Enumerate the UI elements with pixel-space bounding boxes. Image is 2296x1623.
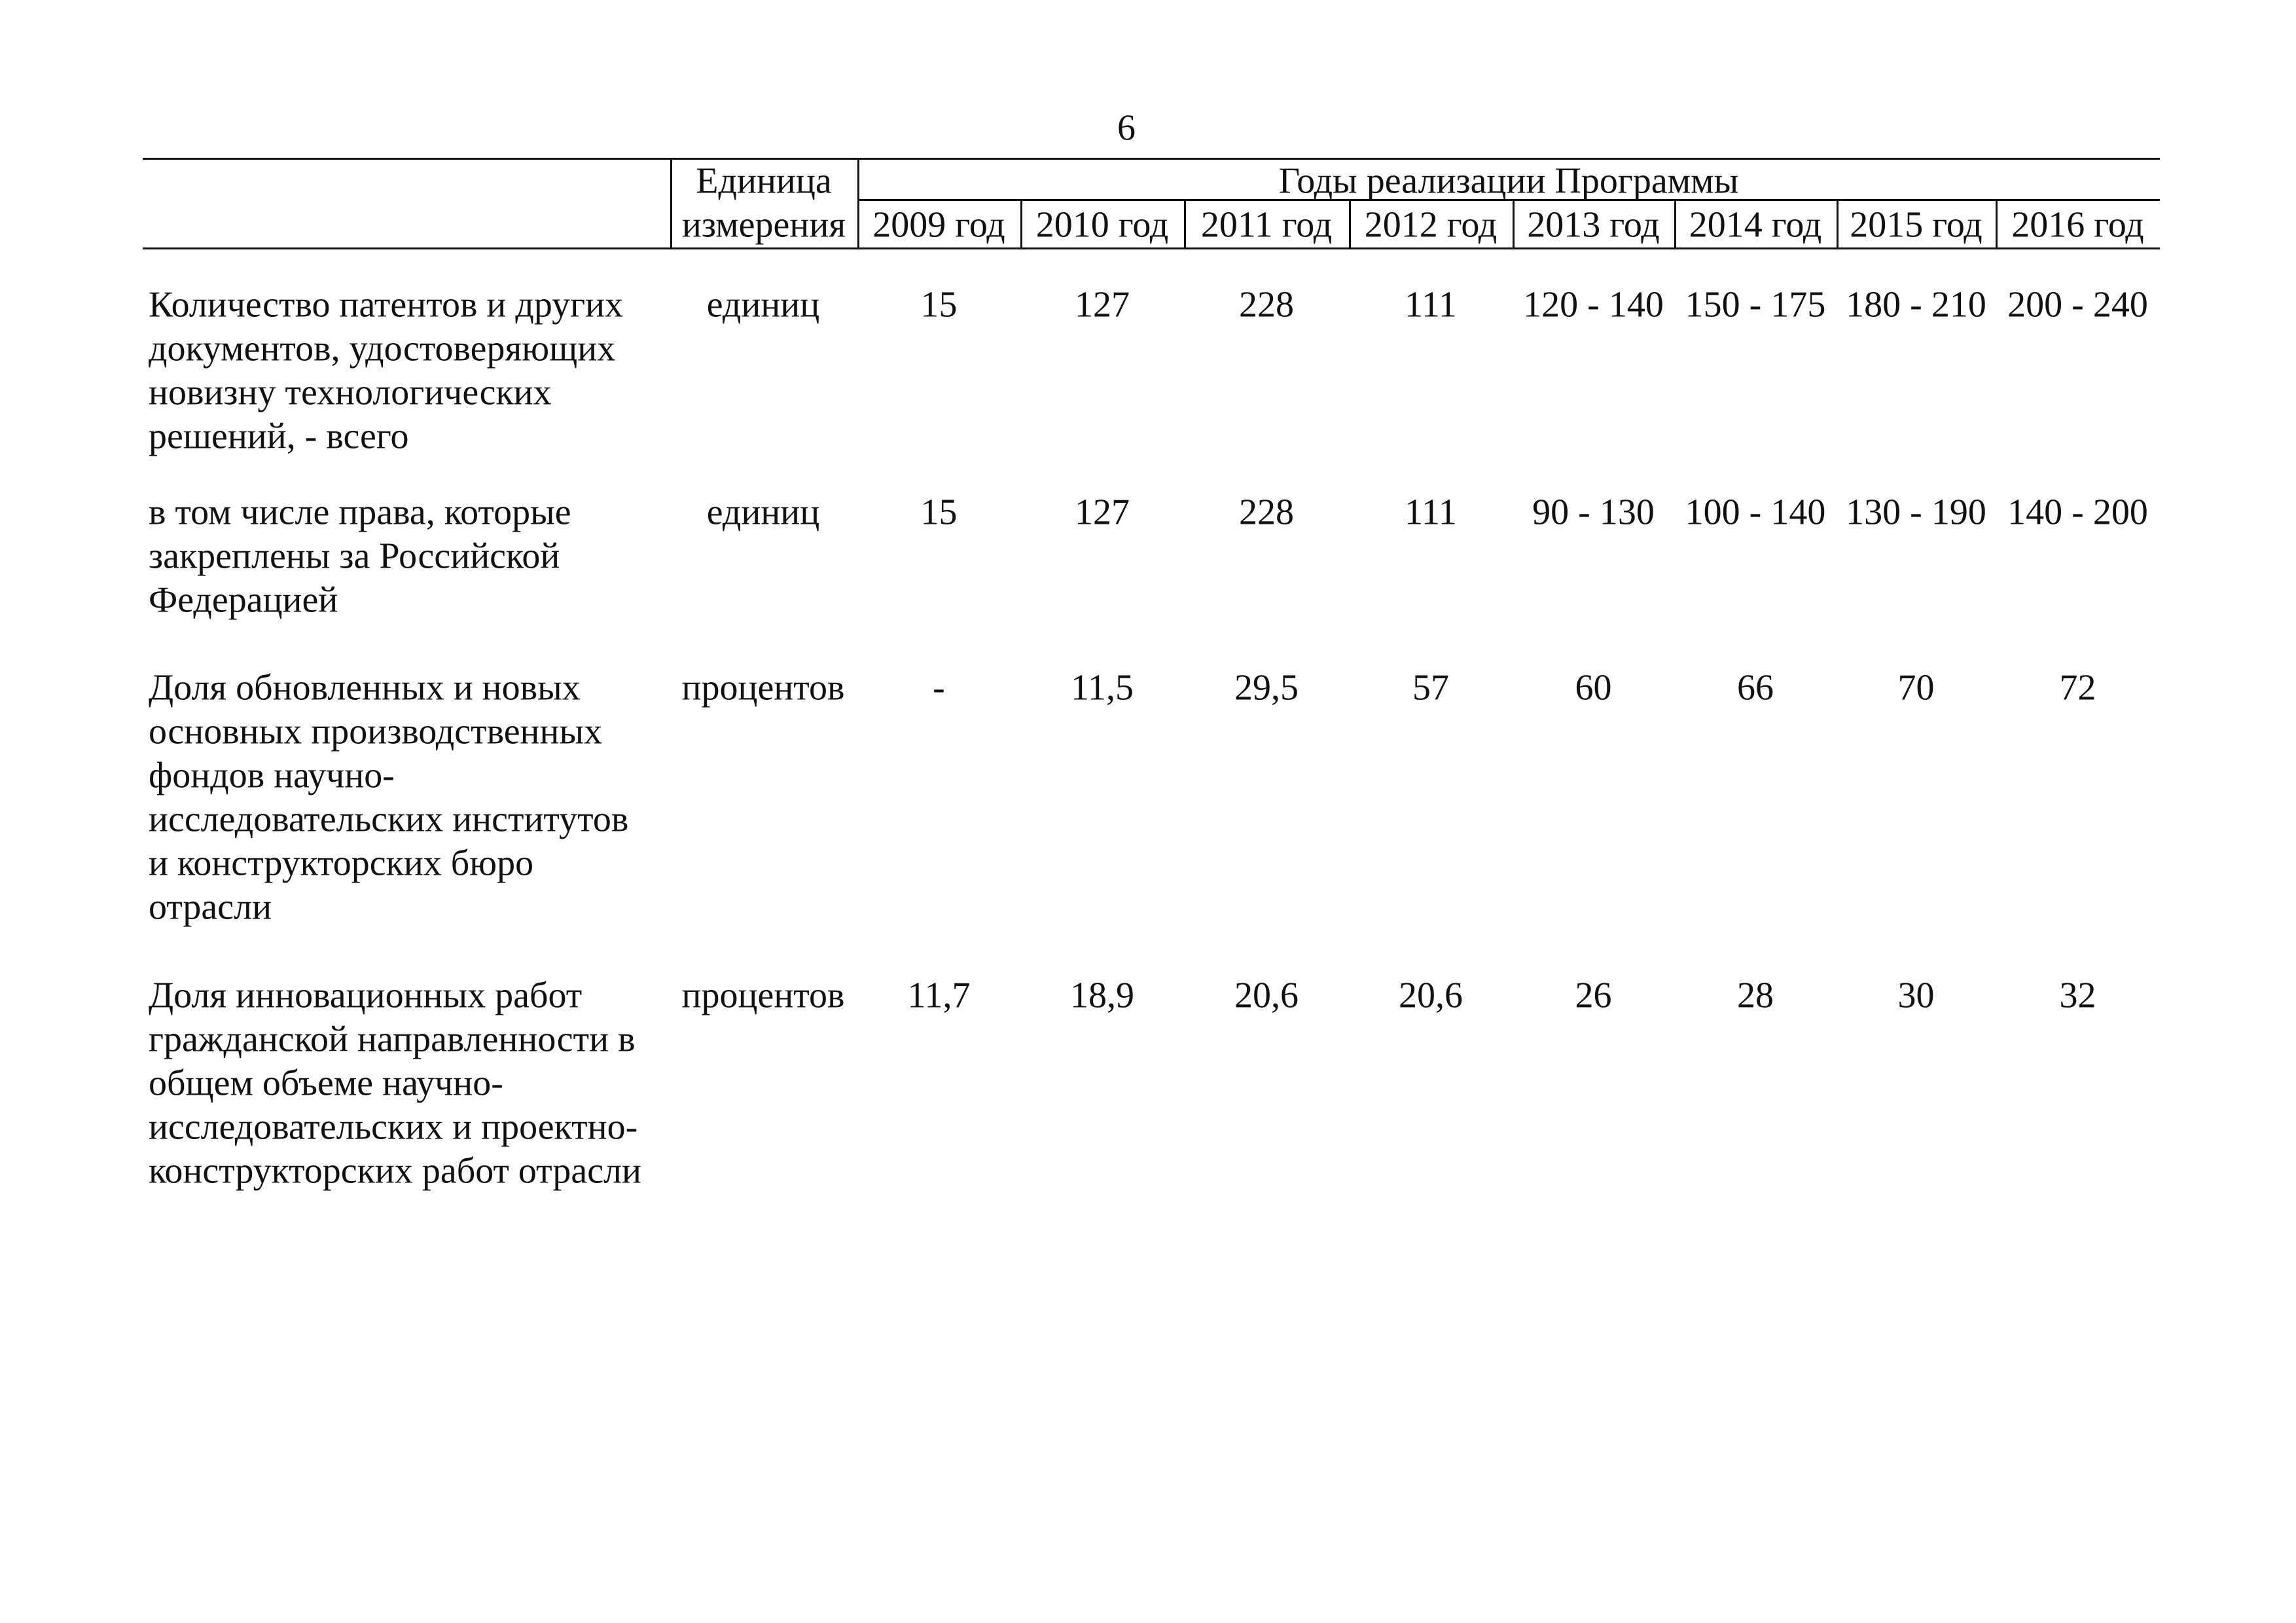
year-header: 2011 год <box>1200 204 1333 246</box>
value-cell: 111 <box>1405 492 1457 533</box>
unit-header: Единица <box>696 160 832 202</box>
value-cell: 72 <box>2059 667 2096 708</box>
row-label: фондов научно- <box>149 755 395 796</box>
unit-cell: процентов <box>681 975 845 1016</box>
rule <box>857 158 859 247</box>
unit-cell: процентов <box>681 667 845 708</box>
value-cell: 200 - 240 <box>2007 284 2148 325</box>
value-cell: 120 - 140 <box>1523 284 1664 325</box>
row-label: исследовательских и проектно- <box>149 1106 638 1148</box>
value-cell: 70 <box>1897 667 1935 708</box>
row-label: документов, удостоверяющих <box>149 328 616 369</box>
row-label: закреплены за Российской <box>149 536 560 577</box>
value-cell: 15 <box>920 492 958 533</box>
row-label: решений, - всего <box>149 416 409 457</box>
rule <box>1837 199 1839 247</box>
unit-header: измерения <box>681 204 846 246</box>
value-cell: 32 <box>2059 975 2096 1016</box>
row-label: и конструкторских бюро <box>149 843 534 884</box>
row-label: отрасли <box>149 886 272 928</box>
rule <box>1674 199 1676 247</box>
value-cell: 127 <box>1075 284 1130 325</box>
value-cell: 60 <box>1575 667 1612 708</box>
row-label: новизну технологических <box>149 372 552 413</box>
years-title: Годы реализации Программы <box>1278 160 1739 202</box>
year-header: 2013 год <box>1527 204 1660 246</box>
row-label: в том числе права, которые <box>149 492 571 533</box>
row-label: Количество патентов и других <box>149 284 624 325</box>
value-cell: 29,5 <box>1234 667 1299 708</box>
value-cell: 180 - 210 <box>1846 284 1986 325</box>
value-cell: 100 - 140 <box>1685 492 1826 533</box>
rule <box>1020 199 1022 247</box>
value-cell: 11,7 <box>907 975 971 1016</box>
rule <box>1349 199 1351 247</box>
row-label: Доля обновленных и новых <box>149 667 581 708</box>
value-cell: 28 <box>1737 975 1774 1016</box>
value-cell: 20,6 <box>1399 975 1463 1016</box>
rule <box>670 158 672 247</box>
value-cell: 66 <box>1737 667 1774 708</box>
value-cell: 228 <box>1239 284 1294 325</box>
value-cell: - <box>933 667 945 708</box>
value-cell: 130 - 190 <box>1846 492 1986 533</box>
value-cell: 30 <box>1897 975 1935 1016</box>
rule <box>1513 199 1515 247</box>
value-cell: 90 - 130 <box>1532 492 1655 533</box>
year-header: 2014 год <box>1689 204 1822 246</box>
row-label: Доля инновационных работ <box>149 975 583 1016</box>
rule <box>857 199 2160 201</box>
value-cell: 57 <box>1412 667 1449 708</box>
unit-cell: единиц <box>706 492 820 533</box>
year-header: 2016 год <box>2011 204 2144 246</box>
rule <box>143 247 2160 249</box>
value-cell: 150 - 175 <box>1685 284 1826 325</box>
value-cell: 11,5 <box>1071 667 1134 708</box>
rule <box>1184 199 1186 247</box>
value-cell: 111 <box>1405 284 1457 325</box>
value-cell: 15 <box>920 284 958 325</box>
value-cell: 127 <box>1075 492 1130 533</box>
rule <box>1996 199 1998 247</box>
year-header: 2010 год <box>1035 204 1169 246</box>
row-label: конструкторских работ отрасли <box>149 1150 641 1192</box>
row-label: Федерацией <box>149 579 338 621</box>
row-label: основных производственных <box>149 711 603 752</box>
value-cell: 20,6 <box>1234 975 1299 1016</box>
row-label: гражданской направленности в <box>149 1019 636 1060</box>
row-label: общем объеме научно- <box>149 1063 503 1104</box>
rule <box>143 158 2160 160</box>
row-label: исследовательских институтов <box>149 799 629 840</box>
unit-cell: единиц <box>706 284 820 325</box>
year-header: 2012 год <box>1364 204 1498 246</box>
year-header: 2015 год <box>1850 204 1982 246</box>
value-cell: 228 <box>1239 492 1294 533</box>
year-header: 2009 год <box>872 204 1005 246</box>
value-cell: 18,9 <box>1070 975 1134 1016</box>
value-cell: 26 <box>1575 975 1612 1016</box>
page-number: 6 <box>1117 107 1136 149</box>
value-cell: 140 - 200 <box>2007 492 2148 533</box>
